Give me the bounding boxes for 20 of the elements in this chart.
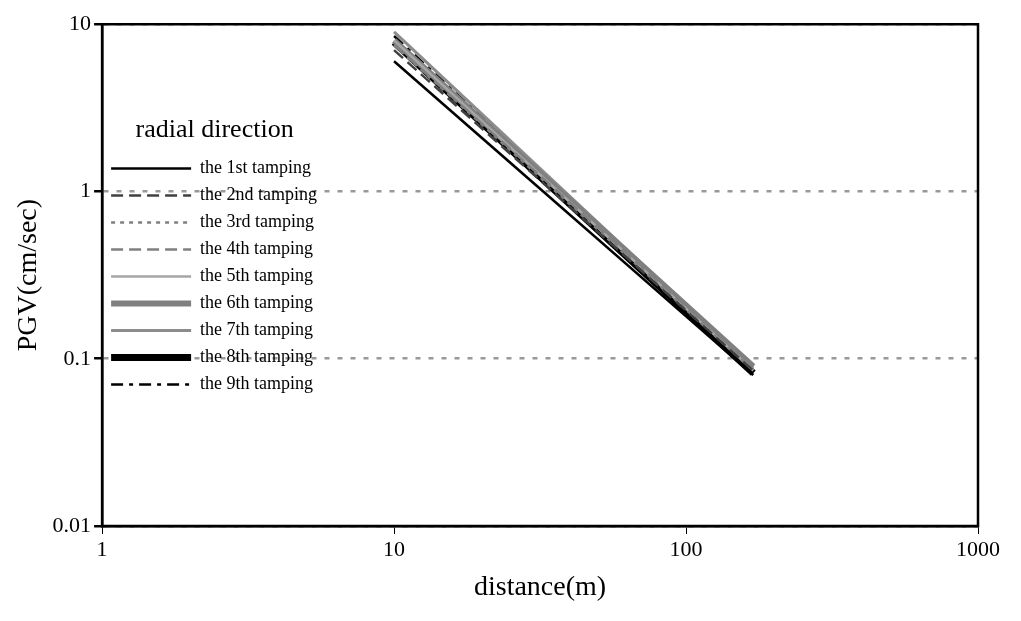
legend-label: the 7th tamping [200, 319, 314, 340]
x-tick-label: 10 [383, 535, 406, 561]
legend-label: the 5th tamping [200, 265, 314, 286]
y-tick-label: 1 [80, 177, 92, 203]
legend-label: the 8th tamping [200, 346, 314, 367]
legend-label: the 1st tamping [200, 157, 312, 178]
legend-label: the 9th tamping [200, 373, 314, 394]
legend-title: radial direction [135, 114, 294, 144]
x-axis-title: distance(m) [473, 569, 607, 601]
x-tick-label: 1 [96, 535, 108, 561]
legend-label: the 6th tamping [200, 292, 314, 313]
y-tick-label: 10 [69, 9, 92, 35]
legend-label: the 4th tamping [200, 238, 314, 259]
legend-label: the 2nd tamping [200, 184, 318, 205]
x-tick-label: 100 [669, 535, 703, 561]
x-tick-label: 1000 [956, 535, 1000, 561]
y-axis-title: PGV(cm/sec) [11, 198, 43, 352]
legend-label: the 3rd tamping [200, 211, 315, 232]
y-tick-label: 0.01 [52, 511, 92, 537]
y-tick-label: 0.1 [63, 344, 92, 370]
